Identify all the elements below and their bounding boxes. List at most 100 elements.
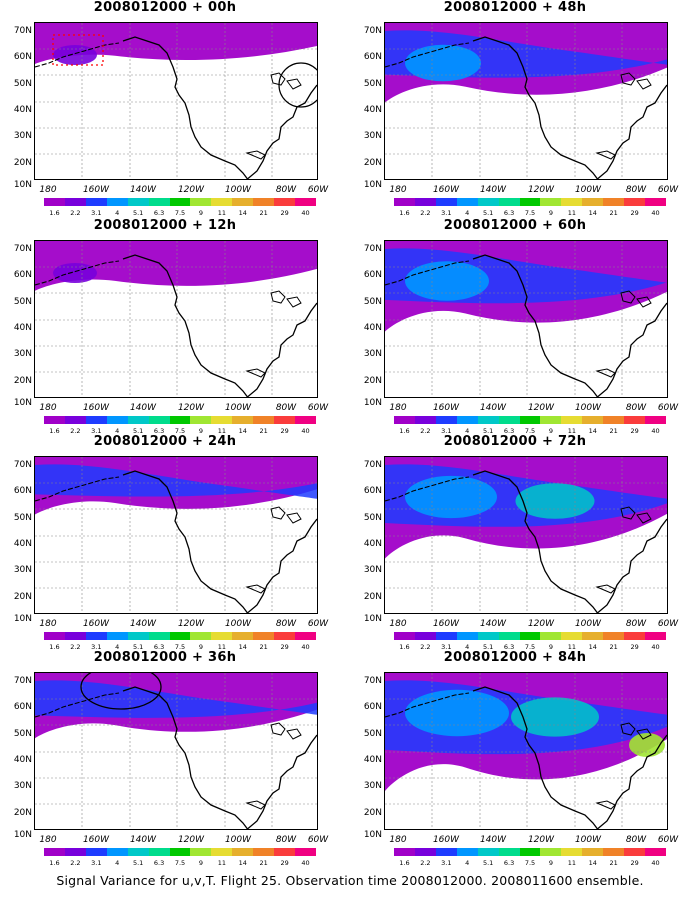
colorbar-tick-label: 6.3 — [503, 209, 515, 217]
colorbar-swatch — [477, 632, 499, 640]
colorbar-tick-label: 2.2 — [420, 427, 431, 435]
latitude-tick-label: 40N — [13, 539, 32, 549]
colorbar-swatch — [645, 848, 666, 856]
latitude-tick-label: 70N — [363, 460, 382, 470]
variance-region-blue — [405, 689, 509, 737]
colorbar-swatch — [274, 416, 296, 424]
colorbar-tick-label: 40 — [301, 209, 310, 217]
signal-region-circle — [80, 673, 162, 710]
aleutian-islands — [35, 260, 120, 286]
latitude-tick-label: 30N — [13, 131, 32, 141]
colorbar-tick-label: 9 — [198, 643, 203, 651]
colorbar-tick-label: 3.1 — [91, 209, 102, 217]
longitude-tick-label: 180 — [39, 619, 57, 629]
colorbar-tick-label: 11 — [567, 859, 576, 867]
colorbar-tick-label: 3.1 — [441, 209, 452, 217]
observation-region-box — [52, 34, 104, 66]
colorbar-tick-label: 1.6 — [399, 209, 410, 217]
colorbar-swatch — [394, 416, 415, 424]
colorbar-swatch — [148, 632, 170, 640]
longitude-tick-label: 140W — [129, 619, 157, 629]
panel-title: 2008012000 + 36h — [93, 650, 237, 665]
colorbar-tick-label: 1.6 — [49, 643, 60, 651]
colorbar-tick-label: 14 — [588, 643, 597, 651]
variance-field — [385, 241, 667, 397]
longitude-tick-label: 80W — [275, 403, 297, 413]
colorbar-tick-label: 40 — [301, 859, 310, 867]
colorbar-swatch — [477, 416, 499, 424]
colorbar-swatch — [253, 416, 275, 424]
colorbar-swatch — [148, 848, 170, 856]
colorbar-swatch — [456, 848, 478, 856]
colorbar-tick-label: 2.2 — [420, 209, 431, 217]
longitude-tick-label: 180 — [389, 835, 407, 845]
colorbar-swatch — [253, 848, 275, 856]
colorbar-swatch — [498, 416, 520, 424]
latitude-tick-label: 30N — [363, 781, 382, 791]
colorbar-labels: 1.6 2.2 3.1 4 5.1 6.3 7.5 9 11 14 21 29 40 — [394, 859, 666, 867]
latitude-tick-label: 50N — [13, 297, 32, 307]
latitude-tick-label: 20N — [13, 158, 32, 168]
colorbar-tick-label: 14 — [588, 427, 597, 435]
colorbar-swatch — [540, 416, 562, 424]
longitude-tick-label: 60W — [307, 185, 329, 195]
map-plot-area — [34, 456, 318, 614]
colorbar-swatch — [169, 416, 191, 424]
colorbar-tick-label: 40 — [301, 427, 310, 435]
colorbar-swatch — [44, 198, 65, 206]
longitude-tick-label: 160W — [82, 403, 110, 413]
great-lakes — [270, 72, 302, 90]
latitude-tick-label: 40N — [363, 539, 382, 549]
colorbar-swatch — [498, 632, 520, 640]
map-plot-area — [34, 672, 318, 830]
colorbar-swatch — [190, 198, 212, 206]
colorbar-swatch — [645, 416, 666, 424]
map-panel: 2008012000 + 24h 70N 60N 50N 40N 30N 20N 10N 180… — [0, 434, 330, 651]
colorbar-swatch — [414, 848, 436, 856]
colorbar — [44, 416, 316, 424]
colorbar-labels: 1.6 2.2 3.1 4 5.1 6.3 7.5 9 11 14 21 29 40 — [394, 643, 666, 651]
colorbar-tick-label: 21 — [259, 427, 268, 435]
latitude-tick-label: 60N — [363, 486, 382, 496]
latitude-tick-label: 70N — [13, 676, 32, 686]
latitude-tick-label: 10N — [363, 614, 382, 624]
map-plot-area — [34, 240, 318, 398]
variance-field — [385, 23, 667, 179]
longitude-tick-label: 120W — [527, 835, 555, 845]
longitude-tick-label: 100W — [224, 835, 252, 845]
colorbar-tick-label: 21 — [609, 643, 618, 651]
colorbar-swatch — [169, 198, 191, 206]
colorbar-tick-label: 4 — [115, 643, 120, 651]
variance-region-initial — [53, 45, 97, 65]
colorbar-tick-label: 9 — [548, 859, 553, 867]
colorbar-tick-label: 14 — [238, 859, 247, 867]
longitude-tick-label: 80W — [625, 403, 647, 413]
caribbean-islands — [245, 368, 266, 378]
colorbar-tick-label: 40 — [651, 209, 660, 217]
colorbar-swatch — [582, 848, 604, 856]
colorbar-tick-label: 3.1 — [91, 643, 102, 651]
colorbar-tick-label: 4 — [115, 209, 120, 217]
colorbar-swatch — [561, 848, 583, 856]
longitude-tick-label: 180 — [39, 403, 57, 413]
longitude-tick-label: 100W — [224, 185, 252, 195]
longitude-tick-label: 60W — [657, 403, 679, 413]
colorbar-tick-label: 4 — [115, 859, 120, 867]
map-panel: 2008012000 + 36h 70N 60N 50N 40N 30N 20N 10N 180… — [0, 650, 330, 867]
colorbar-tick-label: 7.5 — [174, 209, 186, 217]
colorbar-tick-label: 2.2 — [70, 427, 81, 435]
colorbar-tick-label: 40 — [651, 859, 660, 867]
longitude-tick-label: 120W — [527, 185, 555, 195]
colorbar-swatch — [435, 632, 457, 640]
longitude-tick-label: 140W — [129, 835, 157, 845]
colorbar-tick-label: 6.3 — [503, 427, 515, 435]
longitude-tick-label: 160W — [432, 619, 460, 629]
colorbar-tick-label: 7.5 — [174, 643, 186, 651]
latitude-tick-label: 70N — [13, 26, 32, 36]
longitude-tick-label: 60W — [657, 835, 679, 845]
colorbar-swatch — [414, 198, 436, 206]
colorbar-swatch — [394, 632, 415, 640]
colorbar-tick-label: 5.1 — [132, 209, 144, 217]
longitude-tick-label: 60W — [307, 619, 329, 629]
aleutian-islands — [35, 692, 120, 718]
